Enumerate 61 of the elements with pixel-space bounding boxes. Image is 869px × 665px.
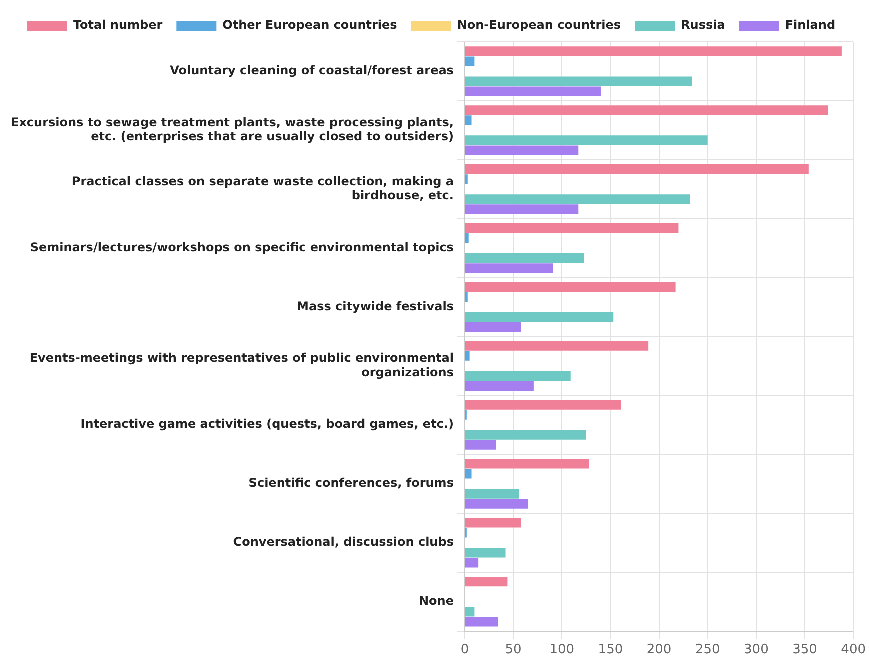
y-tick-label: Interactive game activities (quests, board games, etc.) xyxy=(80,417,454,432)
bar xyxy=(465,312,614,322)
bar xyxy=(465,204,579,214)
x-tick-label: 100 xyxy=(550,642,575,658)
legend-label: Russia xyxy=(681,18,726,32)
bar xyxy=(465,558,479,568)
bar xyxy=(465,116,472,126)
bar xyxy=(465,341,649,351)
bar xyxy=(465,322,522,332)
bar xyxy=(465,223,679,234)
bar xyxy=(465,381,534,391)
x-tick-label: 50 xyxy=(505,642,522,658)
bar xyxy=(465,194,690,204)
bar xyxy=(465,577,508,587)
y-tick-label: Seminars/lectures/workshops on specific environmental topics xyxy=(30,240,454,254)
x-tick-label: 400 xyxy=(841,642,866,658)
x-tick-label: 150 xyxy=(598,642,624,658)
bar xyxy=(465,518,522,528)
y-tick-label: Events-meetings with representatives of public environmental organizations xyxy=(30,351,454,380)
x-tick-label: 300 xyxy=(744,642,769,658)
bar xyxy=(465,56,475,66)
bar xyxy=(465,371,571,381)
bar xyxy=(465,86,601,96)
bar xyxy=(465,234,469,244)
y-tick-label: None xyxy=(418,594,454,608)
bar xyxy=(465,282,676,292)
y-tick-label: Excursions to sewage treatment plants, waste processing plants, etc. (enterprises that are usually closed to outsiders) xyxy=(10,115,454,144)
bar xyxy=(465,607,475,617)
y-tick-label: Scientific conferences, forums xyxy=(248,476,454,490)
x-tick-label: 350 xyxy=(792,642,818,658)
legend-label: Finland xyxy=(785,18,836,32)
bar xyxy=(465,469,472,479)
bar xyxy=(465,499,528,509)
y-tick-label: Conversational, discussion clubs xyxy=(233,535,454,550)
bar xyxy=(465,430,586,440)
bar xyxy=(465,136,708,146)
legend-label: Total number xyxy=(73,18,163,32)
bar xyxy=(465,351,470,361)
bar xyxy=(465,617,498,627)
bar xyxy=(465,76,692,86)
bar xyxy=(465,164,809,174)
bar xyxy=(465,106,828,116)
y-tick-label: Practical classes on separate waste collection, making a birdhouse, etc. xyxy=(72,174,454,203)
bar xyxy=(465,46,842,56)
bar xyxy=(465,146,579,156)
bar xyxy=(465,254,584,264)
y-tick-label: Voluntary cleaning of coastal/forest areas xyxy=(170,64,454,78)
bar xyxy=(465,174,468,184)
bar xyxy=(465,292,468,302)
bar xyxy=(465,264,554,274)
bar xyxy=(465,400,622,410)
legend-label: Other European countries xyxy=(222,18,398,32)
legend-label: Non-European countries xyxy=(457,18,622,32)
y-tick-label: Mass citywide festivals xyxy=(297,299,454,314)
x-tick-label: 200 xyxy=(646,642,672,658)
bar xyxy=(465,489,520,499)
bar xyxy=(465,459,590,469)
x-tick-label: 250 xyxy=(695,642,720,658)
bar xyxy=(465,548,506,558)
bar xyxy=(465,440,496,450)
x-tick-label: 0 xyxy=(460,642,470,658)
